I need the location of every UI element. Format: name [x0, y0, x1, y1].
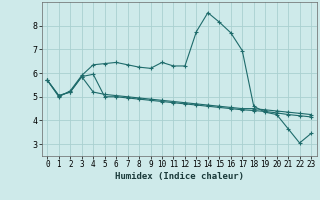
X-axis label: Humidex (Indice chaleur): Humidex (Indice chaleur): [115, 172, 244, 181]
